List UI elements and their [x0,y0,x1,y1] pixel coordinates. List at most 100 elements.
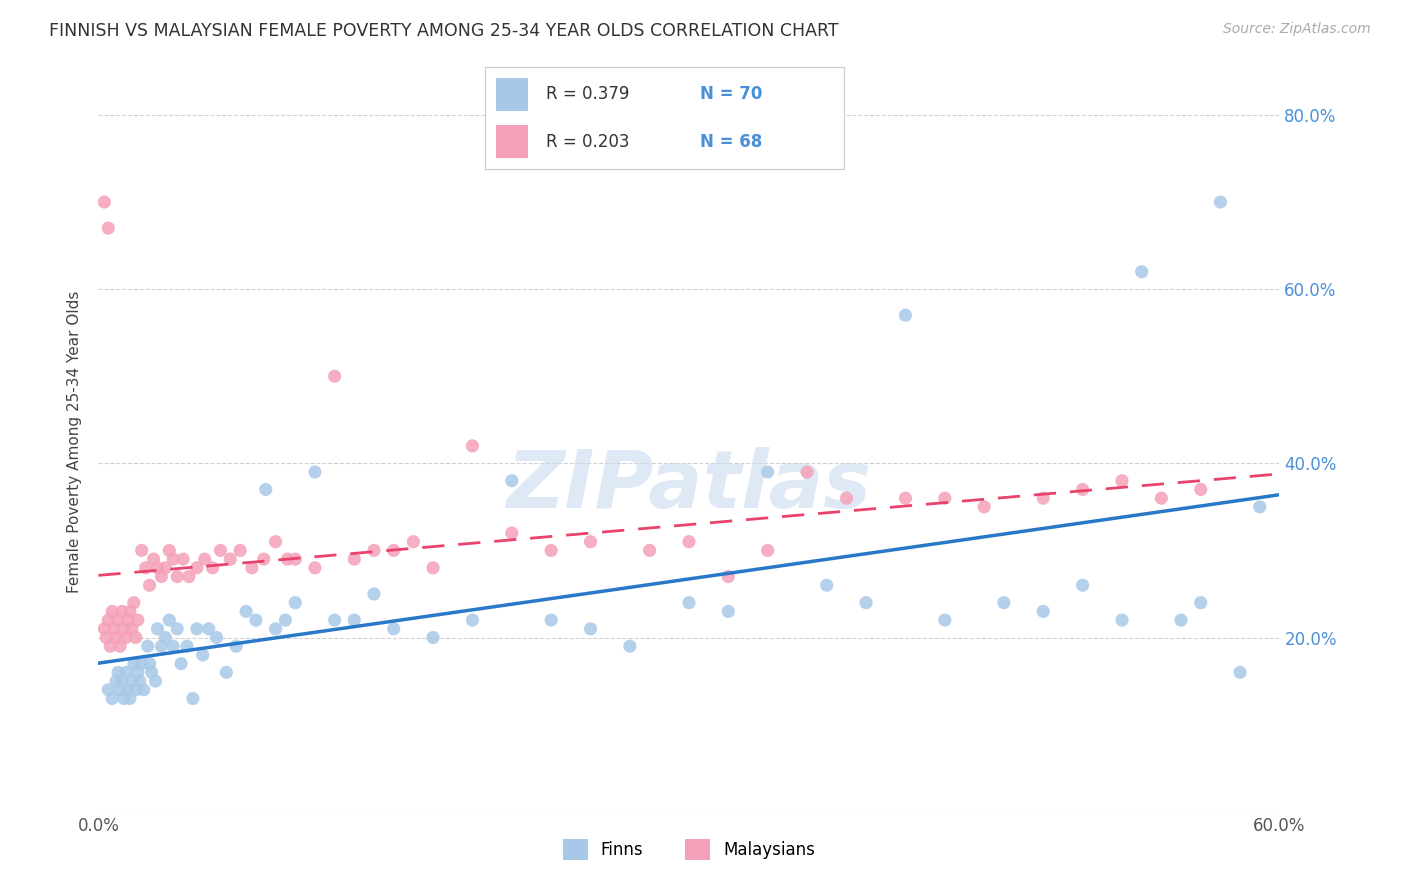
Point [122,596,145,610]
Point [1111,613,1133,627]
Point [1032,604,1054,618]
Point [194,552,217,566]
Point [108,639,131,653]
Point [107,665,129,680]
Point [111,674,134,689]
Point [815,578,838,592]
Point [125,682,148,697]
Point [894,491,917,505]
Point [1189,483,1212,497]
Point [501,474,523,488]
Point [142,552,165,566]
Point [229,543,252,558]
Point [1111,474,1133,488]
Point [304,561,326,575]
Text: N = 68: N = 68 [700,133,762,151]
Point [855,596,877,610]
Point [422,561,444,575]
Point [141,665,163,680]
Point [1170,613,1192,627]
Point [343,613,366,627]
Point [323,613,346,627]
Point [107,613,129,627]
Point [363,587,385,601]
FancyBboxPatch shape [496,126,529,158]
Point [1249,500,1271,514]
Point [219,552,242,566]
Point [191,648,214,662]
Point [215,665,238,680]
Point [254,483,277,497]
Point [501,526,523,541]
Point [166,622,188,636]
Point [756,543,779,558]
Point [112,691,135,706]
Point [756,465,779,479]
Point [96,631,118,645]
Point [155,631,177,645]
Point [186,561,208,575]
Point [540,613,562,627]
Point [121,674,143,689]
Point [264,534,287,549]
Point [274,613,297,627]
Point [678,596,700,610]
Point [176,639,198,653]
Point [343,552,366,566]
Point [166,569,188,583]
Point [112,622,135,636]
Point [363,543,385,558]
Point [1209,194,1232,209]
Point [170,657,193,671]
Point [157,613,180,627]
Point [201,561,224,575]
Point [98,639,121,653]
Point [240,561,263,575]
Point [619,639,641,653]
Point [540,543,562,558]
Point [284,552,307,566]
Point [382,622,405,636]
Point [717,604,740,618]
Point [105,631,128,645]
Point [121,622,143,636]
Point [93,622,115,636]
Point [796,465,818,479]
Point [117,682,139,697]
Point [135,561,157,575]
Point [186,622,208,636]
Point [894,308,917,322]
Point [127,613,149,627]
Text: FINNISH VS MALAYSIAN FEMALE POVERTY AMONG 25-34 YEAR OLDS CORRELATION CHART: FINNISH VS MALAYSIAN FEMALE POVERTY AMON… [49,22,839,40]
Point [97,682,120,697]
Point [177,569,200,583]
Point [205,631,228,645]
Point [122,657,145,671]
Point [1150,491,1173,505]
Point [197,622,219,636]
Point [138,578,160,592]
Point [131,543,153,558]
Point [934,613,956,627]
Point [117,613,139,627]
Point [93,194,115,209]
Point [235,604,257,618]
Point [678,534,700,549]
Point [127,665,149,680]
Point [103,622,125,636]
Y-axis label: Female Poverty Among 25-34 Year Olds: Female Poverty Among 25-34 Year Olds [67,291,83,592]
Point [264,622,287,636]
Point [284,596,307,610]
Point [973,500,995,514]
Point [97,613,120,627]
Point [150,639,173,653]
Point [276,552,298,566]
Point [209,543,232,558]
Point [579,622,602,636]
Text: R = 0.203: R = 0.203 [546,133,630,151]
Point [101,604,124,618]
Point [422,631,444,645]
Point [304,465,326,479]
Point [1071,578,1094,592]
Point [245,613,267,627]
